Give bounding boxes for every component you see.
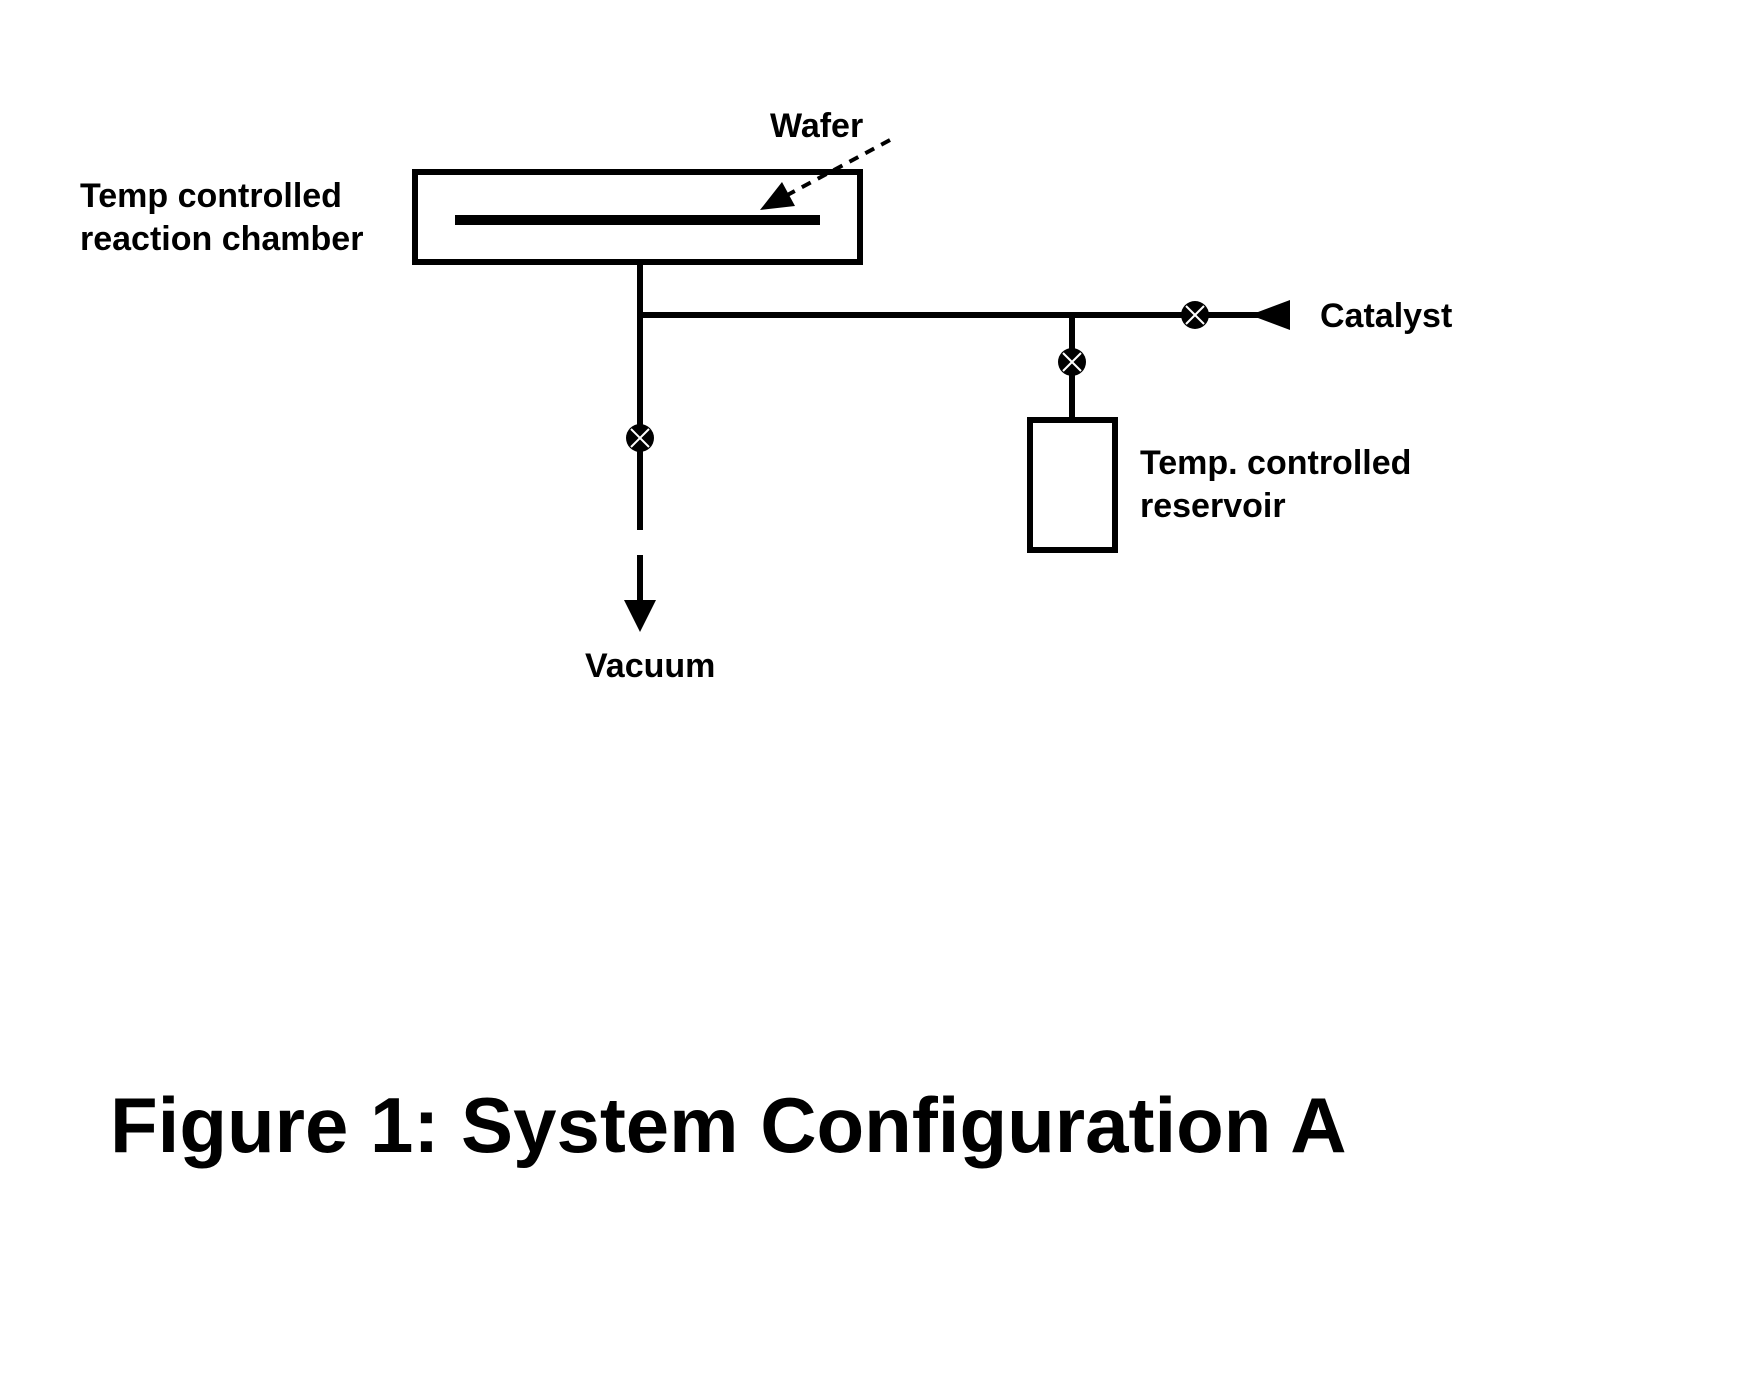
wafer-arrowhead (760, 182, 795, 210)
chamber-label: Temp controlled reaction chamber (80, 175, 363, 260)
catalyst-arrowhead (1250, 300, 1290, 330)
valve-3 (1181, 301, 1209, 329)
chamber-label-line1: Temp controlled (80, 177, 342, 215)
vacuum-arrowhead (624, 600, 656, 632)
valve-2 (1058, 348, 1086, 376)
reservoir-rect (1030, 420, 1115, 550)
vacuum-label: Vacuum (585, 645, 715, 688)
figure-caption: Figure 1: System Configuration A (110, 1080, 1347, 1171)
wafer-label: Wafer (770, 105, 863, 148)
catalyst-label: Catalyst (1320, 295, 1452, 338)
valve-1 (626, 424, 654, 452)
reservoir-label-line2: reservoir (1140, 487, 1286, 525)
reservoir-label-line1: Temp. controlled (1140, 444, 1411, 482)
chamber-label-line2: reaction chamber (80, 220, 363, 258)
reservoir-label: Temp. controlled reservoir (1140, 442, 1411, 527)
